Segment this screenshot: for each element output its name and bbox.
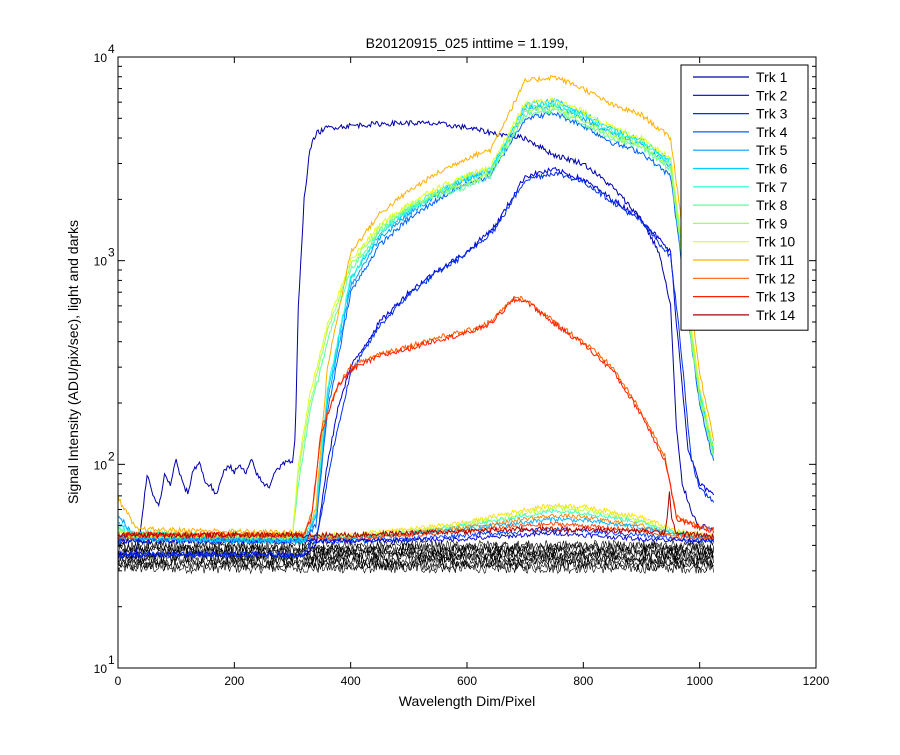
legend-entry: Trk 1	[756, 69, 788, 85]
y-axis-label: Signal Intensity (ADU/pix/sec), light an…	[65, 220, 81, 504]
x-tick-label: 600	[457, 674, 477, 688]
legend-entry: Trk 13	[756, 289, 795, 305]
legend-entry: Trk 4	[756, 124, 788, 140]
legend: Trk 1 Trk 2 Trk 3 Trk 4 Trk 5 Trk 6 Trk 7 Trk 8…	[680, 64, 809, 331]
x-axis-label: Wavelength Dim/Pixel	[399, 693, 535, 709]
series-line-14	[118, 491, 715, 541]
y-tick-exponent: 1	[108, 653, 115, 667]
series-line-1	[118, 119, 715, 560]
y-tick-label: 10	[94, 458, 108, 472]
legend-entry: Trk 5	[756, 142, 788, 158]
dark-trace	[118, 539, 714, 552]
y-tick-exponent: 4	[108, 42, 115, 56]
legend-entry: Trk 12	[756, 270, 795, 286]
series-line-3	[118, 171, 715, 560]
legend-entry: Trk 14	[756, 307, 795, 323]
y-tick-exponent: 3	[108, 246, 115, 260]
legend-entry: Trk 6	[756, 161, 788, 177]
series-line-11	[118, 75, 715, 537]
x-tick-label: 800	[573, 674, 593, 688]
legend-entry: Trk 11	[756, 252, 794, 268]
x-tick-label: 400	[341, 674, 361, 688]
x-tick-label: 1200	[803, 674, 830, 688]
y-tick-label: 10	[94, 255, 108, 269]
legend-entry: Trk 10	[756, 234, 795, 250]
legend-entry: Trk 8	[756, 197, 788, 213]
chart-title: B20120915_025 inttime = 1.199,	[366, 35, 569, 51]
y-tick-label: 10	[94, 51, 108, 65]
x-tick-label: 0	[115, 674, 122, 688]
axes-box	[117, 56, 817, 669]
y-tick-exponent: 2	[108, 449, 115, 463]
legend-entry: Trk 3	[756, 106, 788, 122]
dark-trace	[118, 561, 714, 575]
x-tick-label: 200	[224, 674, 244, 688]
y-tick-label: 10	[94, 662, 108, 676]
legend-entry: Trk 2	[756, 87, 788, 103]
legend-entry: Trk 9	[756, 215, 788, 231]
series-line-4	[118, 110, 715, 546]
dark-trace	[118, 541, 714, 555]
legend-entry: Trk 7	[756, 179, 788, 195]
legend-box	[680, 64, 809, 331]
x-tick-label: 1000	[686, 674, 713, 688]
